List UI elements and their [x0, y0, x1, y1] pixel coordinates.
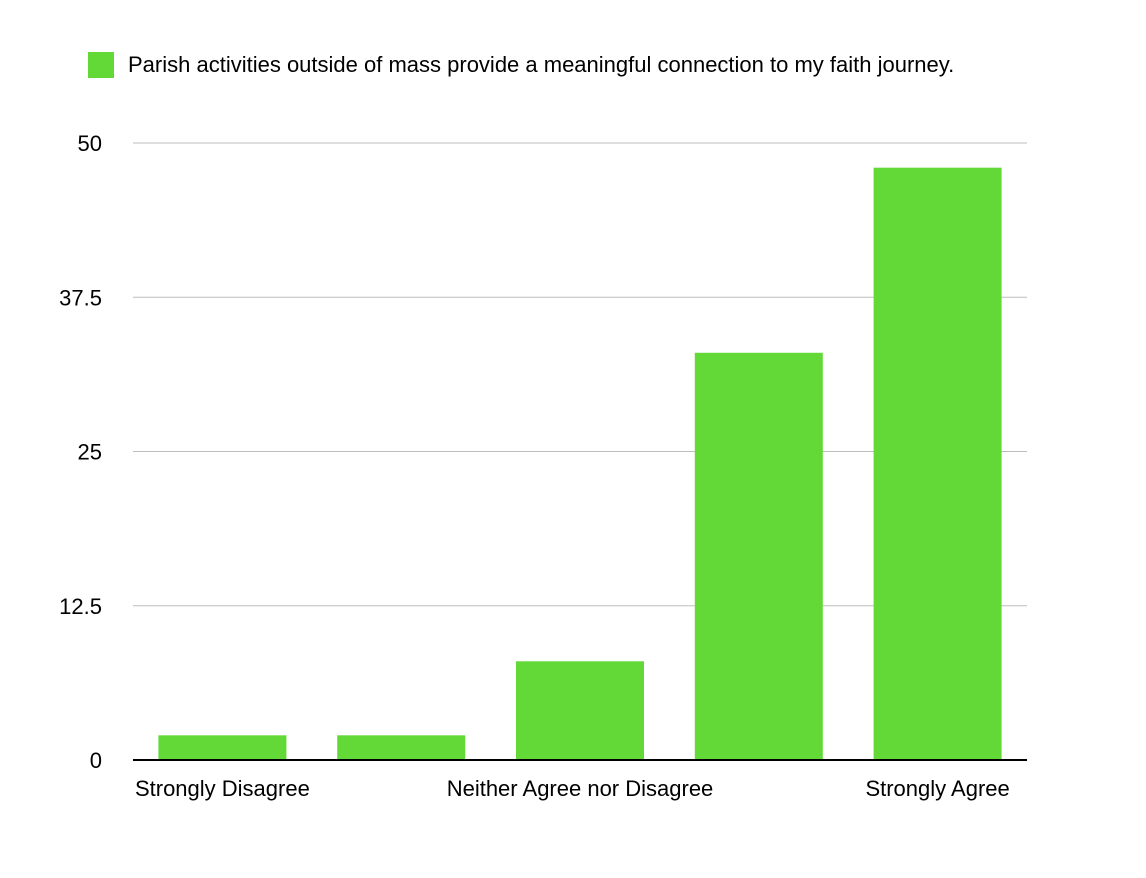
- bars: [158, 167, 1002, 760]
- y-tick-label: 25: [78, 440, 102, 465]
- bar: [516, 661, 644, 760]
- legend-label: Parish activities outside of mass provid…: [128, 52, 955, 77]
- x-tick-label: Neither Agree nor Disagree: [447, 776, 714, 801]
- x-axis-tick-labels: Strongly Disagree Neither Agree nor Disag…: [135, 776, 1010, 801]
- bar: [337, 735, 466, 760]
- y-tick-label: 0: [90, 748, 102, 773]
- y-tick-label: 50: [78, 131, 102, 156]
- y-tick-label: 37.5: [59, 285, 102, 310]
- legend: Parish activities outside of mass provid…: [88, 52, 954, 78]
- bar: [158, 735, 287, 760]
- x-tick-label: Strongly Disagree: [135, 776, 310, 801]
- legend-swatch: [88, 52, 114, 78]
- y-axis-tick-labels: 0 12.5 25 37.5 50: [59, 131, 102, 773]
- y-tick-label: 12.5: [59, 594, 102, 619]
- x-tick-label: Strongly Agree: [865, 776, 1009, 801]
- bar: [873, 167, 1002, 760]
- bar: [694, 352, 823, 760]
